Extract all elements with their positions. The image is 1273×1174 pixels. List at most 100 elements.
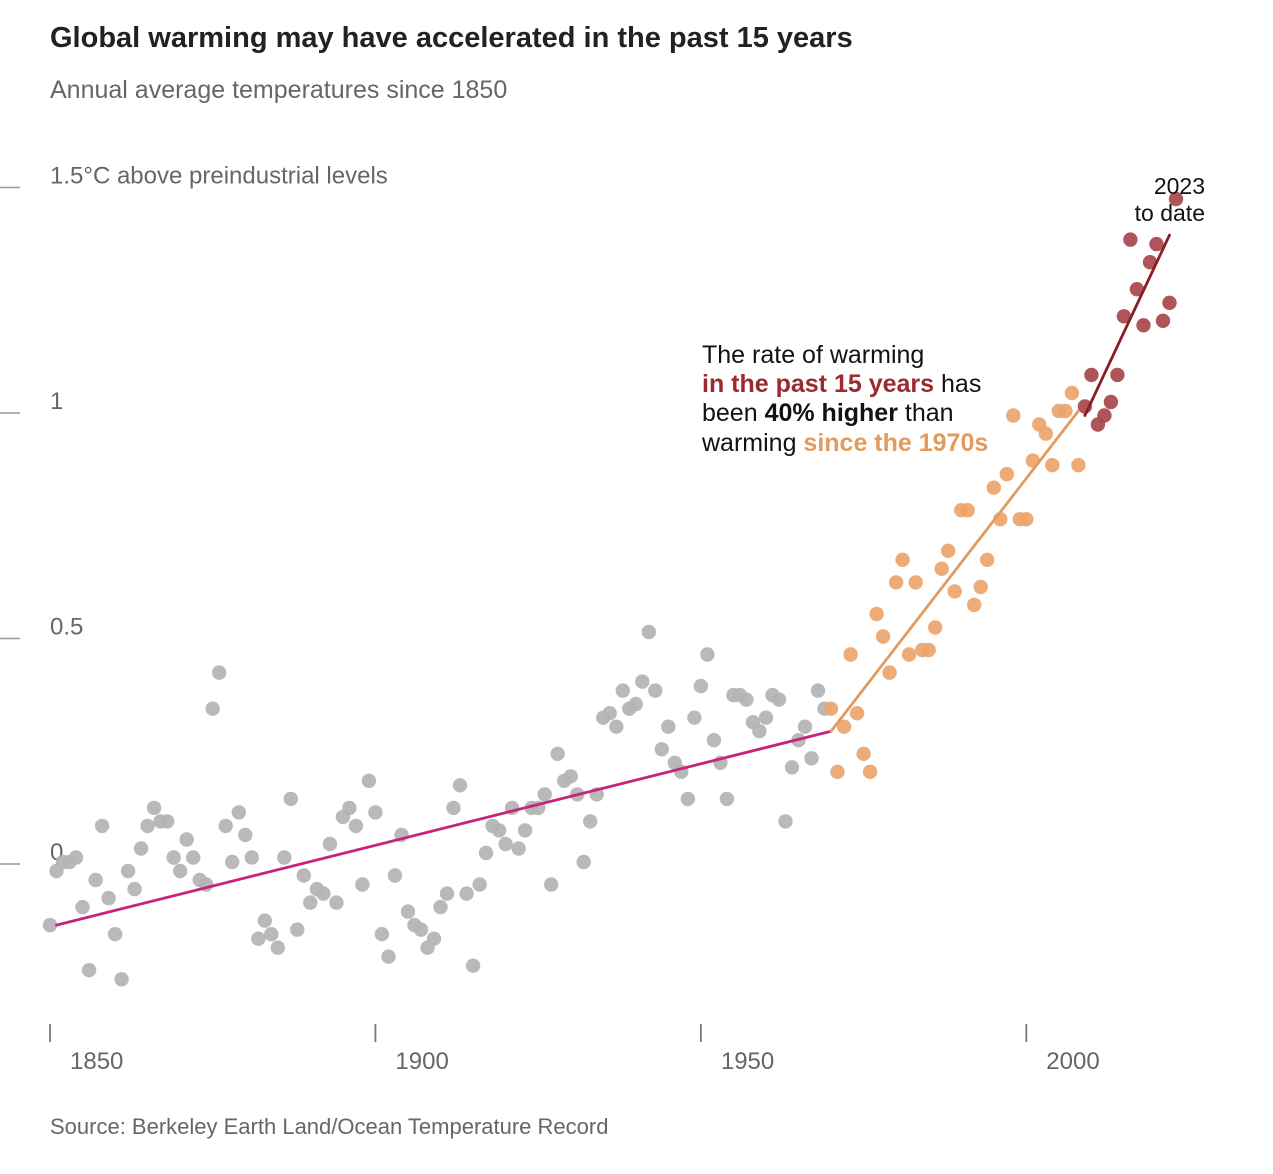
data-point [784, 760, 800, 775]
data-point [355, 877, 370, 892]
data-point [960, 503, 975, 518]
data-point [114, 972, 129, 987]
data-point [459, 886, 474, 901]
data-point [648, 683, 663, 698]
data-point [758, 710, 774, 725]
data-point [908, 575, 923, 590]
data-point [439, 886, 455, 901]
data-point [1097, 408, 1112, 423]
data-point [251, 931, 266, 946]
data-point [231, 805, 246, 820]
data-point [127, 881, 142, 897]
data-point [693, 678, 709, 694]
data-point [329, 895, 344, 910]
data-point [928, 620, 943, 635]
data-point [368, 805, 383, 820]
x-tick-label: 1950 [721, 1048, 774, 1075]
data-point [1019, 512, 1034, 527]
data-point [849, 706, 865, 721]
data-point [1110, 367, 1125, 383]
data-point [602, 706, 617, 721]
source-note: Source: Berkeley Earth Land/Ocean Temper… [50, 1114, 609, 1139]
data-point [856, 746, 871, 761]
data-point [361, 773, 377, 788]
annotation: The rate of warming in the past 15 years… [701, 173, 1205, 457]
data-point [472, 877, 487, 892]
trend-line [1083, 233, 1171, 417]
data-point [133, 841, 149, 856]
data-point [465, 958, 481, 973]
data-point [947, 584, 962, 599]
data-point [225, 854, 240, 870]
data-point [387, 868, 403, 883]
y-tick-label: 1 [50, 388, 63, 415]
data-point [862, 764, 878, 779]
data-point [967, 597, 982, 613]
data-point [836, 719, 852, 734]
end-label-year: 2023 [1154, 173, 1205, 199]
data-point [433, 899, 448, 915]
chart-subtitle: Annual average temperatures since 1850 [50, 76, 508, 104]
data-point [804, 751, 819, 766]
data-point [1123, 232, 1138, 247]
data-point [107, 927, 123, 942]
data-point [179, 832, 194, 847]
data-point [635, 674, 650, 689]
annotation-percent-highlight: 40% higher [765, 399, 899, 427]
data-point [42, 917, 58, 933]
data-point [869, 606, 884, 622]
data-point [1045, 457, 1060, 473]
data-point [797, 719, 813, 734]
data-point [322, 836, 338, 852]
x-tick-label: 2000 [1046, 1048, 1099, 1075]
data-point [81, 963, 97, 978]
data-point [277, 850, 292, 865]
data-point [205, 701, 220, 716]
data-point [381, 949, 396, 964]
trend-line [829, 409, 1080, 733]
data-point [212, 665, 227, 680]
data-point [1006, 408, 1021, 423]
y-tick-label: 0.5 [50, 614, 83, 641]
data-point [166, 850, 181, 865]
data-point [830, 764, 845, 779]
data-point [400, 904, 416, 919]
data-point [68, 850, 84, 865]
data-points [42, 191, 1184, 987]
data-point [739, 692, 754, 707]
trend-line [55, 729, 833, 927]
data-point [719, 791, 735, 807]
data-point [316, 886, 331, 901]
chart-title: Global warming may have accelerated in t… [50, 22, 853, 54]
data-point [615, 683, 630, 698]
data-point [374, 927, 390, 942]
data-point [342, 800, 357, 816]
data-point [823, 701, 839, 716]
data-point [303, 895, 318, 910]
data-point [1064, 385, 1080, 401]
data-point [517, 823, 533, 838]
data-point [973, 579, 988, 595]
data-point [986, 480, 1001, 495]
data-point [875, 629, 891, 644]
y-tick-label: 1.5°C above preindustrial levels [50, 163, 388, 190]
data-point [426, 931, 442, 946]
data-point [1155, 313, 1171, 328]
end-label-to-date: to date [1135, 200, 1205, 226]
data-point [1103, 394, 1119, 410]
data-point [583, 814, 598, 829]
data-point [173, 863, 188, 879]
data-point [941, 543, 956, 558]
data-point [498, 836, 513, 852]
data-point [882, 665, 897, 680]
data-point [146, 800, 162, 816]
data-point [921, 642, 936, 658]
data-point [843, 647, 858, 662]
x-tick-label: 1850 [70, 1048, 123, 1075]
data-point [661, 719, 676, 734]
annotation-line-3: been 40% higher than [702, 399, 954, 427]
data-point [1168, 191, 1184, 207]
data-point [290, 922, 305, 937]
data-point [1136, 318, 1151, 333]
